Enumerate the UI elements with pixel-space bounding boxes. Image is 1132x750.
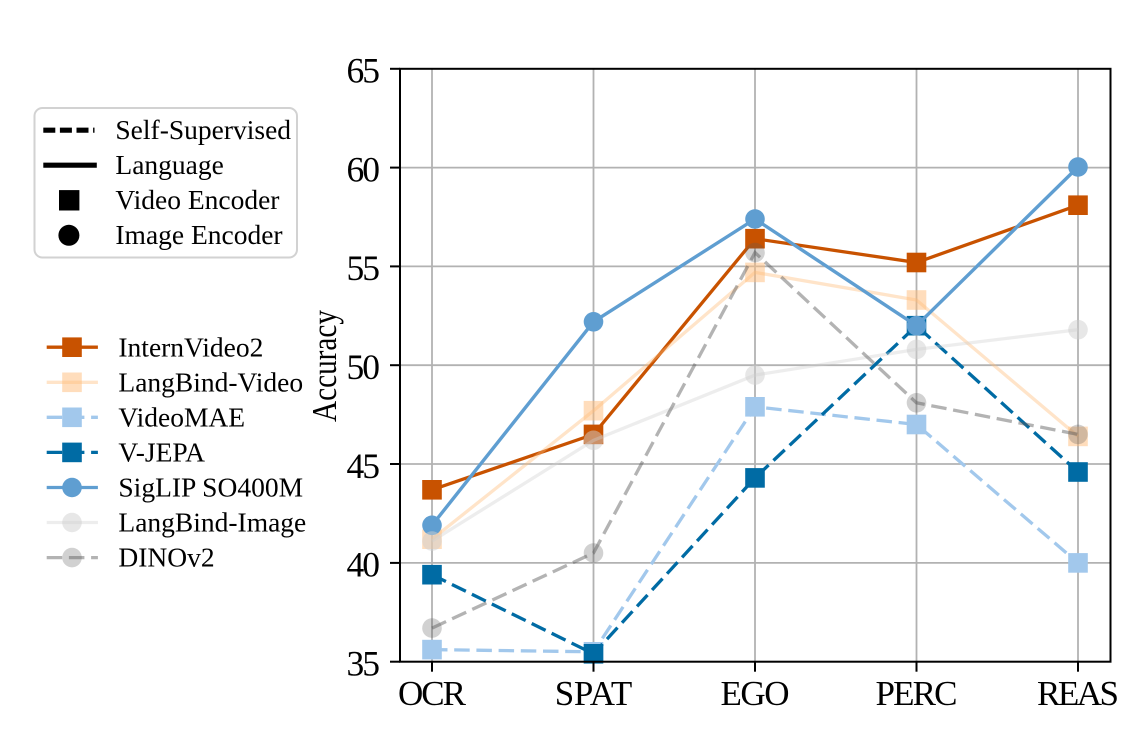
svg-text:35: 35 xyxy=(347,644,381,684)
svg-text:InternVideo2: InternVideo2 xyxy=(118,332,263,363)
svg-text:LangBind-Video: LangBind-Video xyxy=(118,367,303,398)
svg-text:LangBind-Image: LangBind-Image xyxy=(118,507,306,538)
svg-text:65: 65 xyxy=(347,51,381,91)
svg-text:REAS: REAS xyxy=(1037,674,1119,713)
svg-text:Accuracy: Accuracy xyxy=(305,310,344,422)
svg-text:45: 45 xyxy=(347,446,381,486)
svg-text:Image Encoder: Image Encoder xyxy=(115,219,282,250)
svg-text:Language: Language xyxy=(115,149,223,180)
svg-text:Video Encoder: Video Encoder xyxy=(115,184,279,215)
svg-text:60: 60 xyxy=(347,149,381,189)
svg-text:Self-Supervised: Self-Supervised xyxy=(115,114,291,145)
svg-text:PERC: PERC xyxy=(876,674,958,713)
svg-text:55: 55 xyxy=(347,248,381,288)
svg-text:V-JEPA: V-JEPA xyxy=(118,437,205,468)
svg-text:SigLIP SO400M: SigLIP SO400M xyxy=(118,472,303,503)
svg-text:OCR: OCR xyxy=(398,674,467,713)
svg-text:EGO: EGO xyxy=(721,674,790,713)
svg-text:SPAT: SPAT xyxy=(555,674,633,713)
svg-text:50: 50 xyxy=(347,347,381,387)
svg-text:DINOv2: DINOv2 xyxy=(118,542,214,573)
svg-text:40: 40 xyxy=(347,545,381,585)
svg-text:VideoMAE: VideoMAE xyxy=(118,402,245,433)
